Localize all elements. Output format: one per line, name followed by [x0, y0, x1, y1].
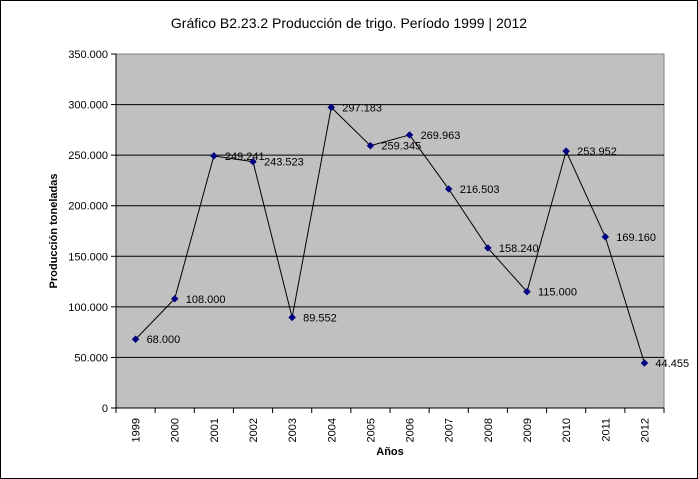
- y-axis: 0 50.000 100.000 150.000 200.000 250.000 300.0…: [68, 49, 117, 415]
- data-label: 243.523: [264, 157, 304, 169]
- data-label: 259.345: [381, 141, 421, 153]
- x-tick-label: 2003: [287, 418, 299, 442]
- data-label: 108.000: [186, 294, 226, 306]
- x-tick-label: 2009: [522, 418, 534, 442]
- data-label: 158.240: [499, 243, 539, 255]
- data-point-marker: [366, 141, 375, 150]
- data-point-marker: [210, 152, 218, 160]
- y-tick-label: 0: [102, 403, 108, 415]
- data-label: 68.000: [147, 334, 181, 346]
- data-point-marker: [523, 287, 531, 296]
- series-line-group: [131, 103, 649, 367]
- x-tick-label: 2000: [170, 418, 182, 442]
- data-labels: 68.000 108.000 249.241 243.523 89.552 297.183…: [147, 102, 690, 370]
- data-label: 115.000: [538, 287, 577, 299]
- x-axis: 1999 2000 2001 2002 2003 2004 2005 2006 2007 2008…: [115, 407, 665, 442]
- y-tick-label: 200.000: [68, 201, 108, 213]
- x-axis-label: Años: [376, 446, 404, 458]
- series-line: [135, 106, 645, 364]
- data-point-marker: [444, 185, 453, 193]
- data-label: 169.160: [616, 232, 656, 244]
- x-tick-label: 2011: [600, 418, 612, 442]
- x-tick-label: 2001: [209, 418, 221, 442]
- data-point-marker: [640, 359, 649, 367]
- data-point-marker: [601, 233, 610, 241]
- y-tick-label: 50.000: [74, 352, 108, 364]
- y-tick-label: 250.000: [68, 150, 108, 162]
- data-point-marker: [405, 131, 414, 139]
- data-point-marker: [562, 147, 570, 155]
- data-point-marker: [288, 313, 296, 322]
- y-tick-label: 150.000: [68, 251, 108, 263]
- data-label: 216.503: [460, 184, 500, 196]
- x-tick-label: 1999: [131, 418, 143, 442]
- data-point-marker: [249, 157, 257, 166]
- gridlines: [116, 104, 664, 358]
- data-label: 297.183: [342, 102, 382, 114]
- y-tick-label: 300.000: [68, 100, 108, 112]
- y-tick-label: 100.000: [68, 302, 108, 314]
- data-label: 249.241: [225, 151, 265, 163]
- x-tick-label: 2004: [326, 418, 338, 442]
- x-tick-label: 2010: [561, 418, 573, 442]
- x-tick-label: 2008: [483, 418, 495, 442]
- x-tick-label: 2012: [639, 418, 651, 442]
- y-axis-label: Producción toneladas: [48, 174, 60, 289]
- data-label: 269.963: [421, 130, 461, 142]
- data-point-marker: [170, 294, 179, 303]
- x-tick-label: 2002: [248, 418, 260, 442]
- data-label: 89.552: [303, 312, 337, 324]
- chart-title: Gráfico B2.23.2 Producción de trigo. Per…: [170, 15, 528, 31]
- data-point-marker: [484, 244, 492, 252]
- x-tick-label: 2005: [365, 418, 377, 442]
- y-tick-label: 350.000: [68, 49, 108, 61]
- data-point-marker: [131, 335, 140, 344]
- x-tick-label: 2007: [444, 418, 456, 442]
- data-label: 253.952: [577, 146, 617, 158]
- data-label: 44.455: [655, 358, 689, 370]
- plot-area: [115, 53, 665, 409]
- x-tick-label: 2006: [405, 418, 417, 442]
- data-point-marker: [327, 103, 336, 112]
